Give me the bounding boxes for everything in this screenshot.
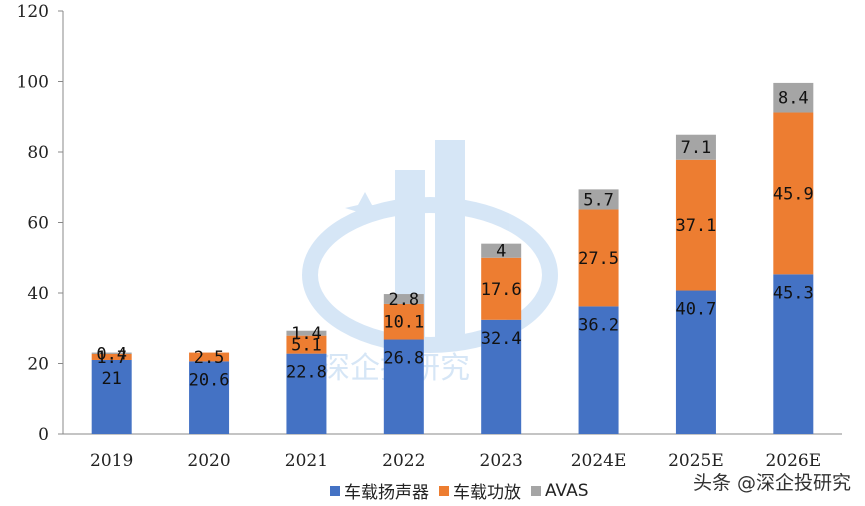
bar-segment [481,257,522,320]
bar-segment [675,290,716,434]
bar-segment [189,361,230,434]
y-tick-label: 20 [27,355,49,375]
bar-segment [481,243,522,258]
y-tick-label: 40 [27,284,49,304]
bar-segment [91,352,132,354]
bar-segment [286,335,327,354]
bar-segment [773,274,814,434]
data-label: 1.4 [291,324,322,344]
bar-segment [481,319,522,434]
x-tick-label: 2019 [90,451,133,471]
axes: 0 20 40 60 80 100 120 2019 2020 2021 2022 2023 2024E… [17,2,842,471]
bars [91,82,814,434]
bar-segment [675,159,716,291]
data-label: 36.2 [578,315,619,335]
x-tick-label: 2022 [382,451,425,471]
legend-label: 车载功放 [453,483,521,503]
data-label: 17.6 [481,280,522,300]
bar-segment [189,352,230,362]
x-tick-label: 2023 [480,451,523,471]
legend-label: AVAS [545,480,589,501]
data-labels: 211.70.4 20.62.5 22.8 5.11.4 26.8 10.1 2.8 32.4… [96,89,813,391]
data-label: 20.6 [189,370,230,390]
bar-segment [91,353,132,360]
data-label: 40.7 [675,300,716,320]
data-label: 5.7 [583,190,614,210]
legend-item: AVAS [531,478,589,503]
legend-label: 车载扬声器 [344,483,429,503]
data-label: 22.8 [286,363,327,383]
x-tick-label: 2025E [668,451,724,471]
data-label: 21 [101,369,121,389]
bar-segment [286,353,327,434]
legend-swatch [439,485,449,496]
legend: 车载扬声器 车载功放 AVAS [330,478,589,503]
legend-swatch [531,485,541,496]
x-tick-label: 2024E [571,451,627,471]
y-tick-label: 100 [17,73,49,93]
x-tick-label: 2021 [285,451,328,471]
y-tick-label: 120 [17,2,49,22]
y-tick-label: 60 [27,214,49,234]
x-tick-label: 2020 [187,451,230,471]
data-label: 2.5 [194,348,225,368]
source-label: 头条 @深企投研究 [692,472,851,494]
data-label: 8.4 [778,89,809,109]
data-label: 2.8 [388,290,419,310]
data-label: 0.4 [96,344,127,364]
x-tick-label: 2026E [765,451,821,471]
bar-segment [578,189,619,210]
legend-swatch [330,485,340,496]
legend-item: 车载扬声器 [330,478,429,503]
data-label: 4 [496,242,506,262]
data-label: 45.9 [773,184,814,204]
bar-segment [675,134,716,160]
bar-segment [773,112,814,275]
bar-segment [91,359,132,434]
data-label: 7.1 [681,138,712,158]
data-label: 5.1 [291,336,322,356]
bar-segment [286,330,327,336]
y-tick-label: 0 [38,425,49,445]
bar-segment [773,82,814,113]
data-label: 37.1 [675,216,716,236]
bar-segment [578,306,619,434]
bar-segment [383,294,424,304]
data-label: 32.4 [481,329,522,349]
bar-segment [383,339,424,434]
legend-item: 车载功放 [439,478,521,503]
data-label: 1.7 [96,348,127,368]
data-label: 10.1 [383,313,424,333]
y-tick-label: 80 [27,143,49,163]
bar-segment [578,209,619,307]
bar-segment [383,303,424,340]
data-label: 26.8 [383,349,424,369]
data-label: 45.3 [773,283,814,303]
data-label: 27.5 [578,249,619,269]
